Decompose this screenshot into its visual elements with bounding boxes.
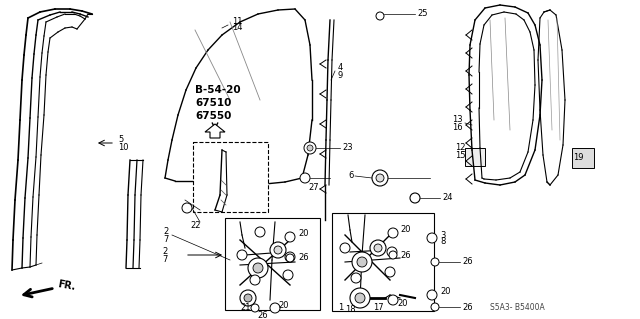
Text: 26: 26 (462, 302, 472, 311)
Text: 20: 20 (397, 300, 408, 308)
Circle shape (251, 304, 259, 312)
Circle shape (385, 267, 395, 277)
Text: 7: 7 (162, 255, 168, 263)
Text: 3: 3 (440, 231, 445, 240)
Text: 7: 7 (163, 234, 168, 243)
Circle shape (285, 232, 295, 242)
Circle shape (431, 258, 439, 266)
Text: 12: 12 (455, 144, 465, 152)
Circle shape (270, 303, 280, 313)
Circle shape (431, 303, 439, 311)
Text: 15: 15 (455, 151, 465, 160)
Circle shape (357, 257, 367, 267)
Circle shape (182, 203, 192, 213)
Text: 20: 20 (440, 287, 451, 296)
Circle shape (340, 243, 350, 253)
Circle shape (351, 273, 361, 283)
Text: 26: 26 (257, 310, 268, 319)
Circle shape (374, 244, 382, 252)
Text: 14: 14 (232, 24, 243, 33)
Circle shape (427, 290, 437, 300)
Circle shape (253, 263, 263, 273)
Circle shape (388, 228, 398, 238)
Circle shape (350, 288, 370, 308)
Bar (193, 142, 268, 212)
Circle shape (376, 12, 384, 20)
Text: 26: 26 (400, 250, 411, 259)
Text: FR.: FR. (57, 279, 76, 293)
Text: 6: 6 (348, 170, 353, 180)
Text: 16: 16 (452, 122, 463, 131)
Polygon shape (205, 124, 225, 138)
Text: 22: 22 (191, 220, 201, 229)
Text: 27: 27 (308, 183, 319, 192)
Text: 26: 26 (298, 254, 308, 263)
Circle shape (237, 250, 247, 260)
Circle shape (304, 142, 316, 154)
Text: 20: 20 (278, 301, 289, 310)
Text: 2: 2 (162, 248, 167, 256)
Text: 21: 21 (240, 302, 250, 311)
Circle shape (286, 254, 294, 262)
Circle shape (270, 242, 286, 258)
Text: 67550: 67550 (195, 111, 232, 121)
Text: S5A3- B5400A: S5A3- B5400A (490, 303, 545, 313)
Circle shape (300, 173, 310, 183)
Text: 13: 13 (452, 115, 463, 124)
Circle shape (307, 145, 313, 151)
Text: 20: 20 (400, 226, 410, 234)
Text: 8: 8 (440, 238, 445, 247)
Circle shape (250, 275, 260, 285)
Circle shape (372, 170, 388, 186)
Bar (572, 148, 594, 168)
Text: 10: 10 (118, 143, 129, 152)
Bar (225, 218, 320, 310)
Text: 67510: 67510 (195, 98, 232, 108)
Text: 4: 4 (338, 63, 343, 72)
Text: 19: 19 (573, 152, 583, 161)
Circle shape (427, 233, 437, 243)
Text: 26: 26 (462, 257, 472, 266)
Text: 9: 9 (338, 70, 343, 79)
Circle shape (376, 174, 384, 182)
Circle shape (248, 258, 268, 278)
Circle shape (388, 295, 398, 305)
Text: 20: 20 (298, 228, 308, 238)
Text: B-54-20: B-54-20 (195, 85, 241, 95)
Circle shape (240, 290, 256, 306)
Text: 5: 5 (118, 136, 124, 145)
Circle shape (410, 193, 420, 203)
Circle shape (389, 251, 397, 259)
Circle shape (352, 252, 372, 272)
Circle shape (283, 270, 293, 280)
Text: 23: 23 (342, 144, 353, 152)
Bar (465, 148, 485, 166)
Text: 2: 2 (163, 227, 168, 236)
Bar (332, 213, 434, 311)
Circle shape (370, 240, 386, 256)
Text: 17: 17 (373, 303, 383, 313)
Circle shape (244, 294, 252, 302)
Circle shape (355, 293, 365, 303)
Circle shape (285, 252, 295, 262)
Text: 18: 18 (345, 306, 356, 315)
Text: 24: 24 (442, 194, 452, 203)
Circle shape (255, 227, 265, 237)
Text: 11: 11 (232, 18, 243, 26)
Text: 1: 1 (338, 302, 343, 311)
Circle shape (274, 246, 282, 254)
Circle shape (387, 247, 397, 257)
Text: 25: 25 (417, 10, 428, 19)
